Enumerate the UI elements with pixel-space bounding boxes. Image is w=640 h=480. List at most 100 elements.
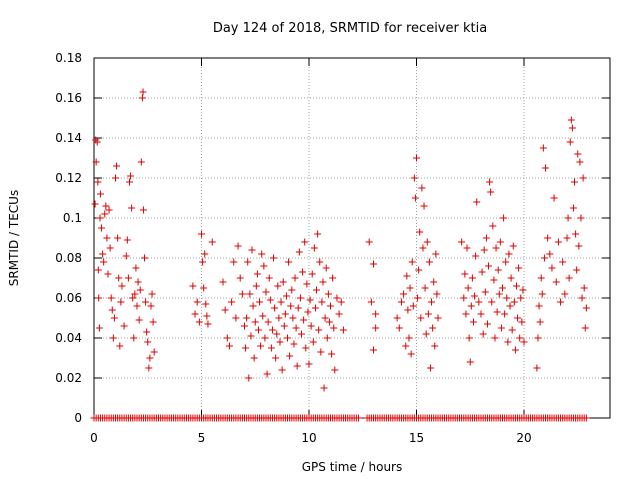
data-point: [423, 238, 431, 246]
data-point: [569, 204, 577, 212]
data-point: [242, 344, 250, 352]
x-axis-label: GPS time / hours: [302, 460, 403, 474]
data-point: [284, 334, 291, 342]
data-point: [238, 290, 246, 298]
data-point: [533, 364, 541, 372]
data-point: [289, 314, 297, 322]
data-point: [477, 310, 485, 318]
data-point: [479, 330, 487, 338]
data-point: [319, 278, 327, 286]
x-tick-label: 20: [516, 431, 531, 445]
data-point: [141, 254, 149, 262]
data-point: [408, 258, 416, 266]
data-point: [550, 194, 558, 202]
data-point: [96, 190, 104, 198]
data-point: [501, 310, 509, 318]
data-point: [249, 302, 257, 310]
data-point: [146, 354, 154, 362]
data-point: [321, 314, 329, 322]
data-point: [512, 282, 520, 290]
data-point: [277, 298, 285, 306]
data-point: [537, 274, 545, 282]
data-point: [514, 314, 522, 322]
data-point: [397, 298, 405, 306]
data-point: [475, 298, 483, 306]
data-point: [413, 154, 420, 162]
data-point: [500, 214, 508, 222]
data-point: [253, 270, 261, 278]
data-point: [318, 298, 326, 306]
data-point: [516, 334, 524, 342]
data-point: [480, 246, 488, 254]
data-point: [333, 294, 341, 302]
data-point: [511, 346, 519, 354]
data-point: [286, 352, 294, 360]
data-point: [487, 188, 495, 196]
data-point: [505, 250, 513, 258]
data-point: [544, 234, 552, 242]
data-point: [554, 238, 562, 246]
data-point: [460, 294, 468, 302]
y-tick-label: 0.1: [63, 211, 82, 225]
data-point: [539, 144, 547, 152]
data-point: [302, 344, 310, 352]
data-point: [509, 242, 517, 250]
x-tick-label: 10: [301, 431, 316, 445]
data-point: [136, 286, 144, 294]
data-point: [299, 268, 307, 276]
data-point: [538, 290, 546, 298]
data-point: [461, 270, 469, 278]
data-point: [200, 284, 208, 292]
data-point: [552, 278, 560, 286]
data-point: [405, 334, 413, 342]
data-point: [419, 244, 427, 252]
data-point: [120, 322, 128, 330]
data-point: [579, 174, 587, 182]
grid-lines: [94, 58, 610, 418]
data-point: [486, 178, 494, 186]
data-point: [219, 278, 227, 286]
data-point: [415, 266, 423, 274]
data-point: [411, 194, 419, 202]
data-point: [372, 310, 380, 318]
data-point: [262, 288, 270, 296]
data-point: [497, 324, 505, 332]
data-point: [431, 342, 439, 350]
data-point: [548, 264, 556, 272]
data-point: [404, 306, 412, 314]
data-point: [576, 158, 584, 166]
data-point: [492, 244, 500, 252]
data-point: [458, 238, 466, 246]
data-point: [135, 316, 143, 324]
data-point: [536, 318, 544, 326]
data-point: [221, 306, 229, 314]
data-point: [305, 360, 313, 368]
data-point: [393, 314, 401, 322]
data-point: [232, 314, 240, 322]
data-point: [265, 274, 273, 282]
data-point: [313, 286, 321, 294]
data-point: [290, 340, 298, 348]
data-point: [274, 282, 282, 290]
data-point: [466, 358, 474, 366]
data-point: [485, 262, 493, 270]
y-axis-label: SRMTID / TECUs: [7, 190, 21, 286]
data-point: [267, 344, 275, 352]
data-point: [311, 304, 319, 312]
data-point: [276, 338, 284, 346]
data-point: [282, 292, 290, 300]
data-point: [279, 278, 287, 286]
data-point: [116, 342, 124, 350]
data-point: [574, 150, 582, 158]
data-point: [263, 370, 271, 378]
data-point: [106, 244, 114, 252]
data-point: [425, 258, 433, 266]
data-point: [571, 178, 579, 186]
axis-ticks: 0 0.02 0.04 0.06 0.08 0.1 0.12 0.14 0.16 0.18 0 5 10…: [55, 51, 610, 445]
data-point: [137, 158, 145, 166]
data-point: [113, 162, 121, 170]
data-point: [317, 348, 325, 356]
data-point: [572, 230, 580, 238]
data-point: [201, 250, 209, 258]
data-point: [307, 322, 315, 330]
